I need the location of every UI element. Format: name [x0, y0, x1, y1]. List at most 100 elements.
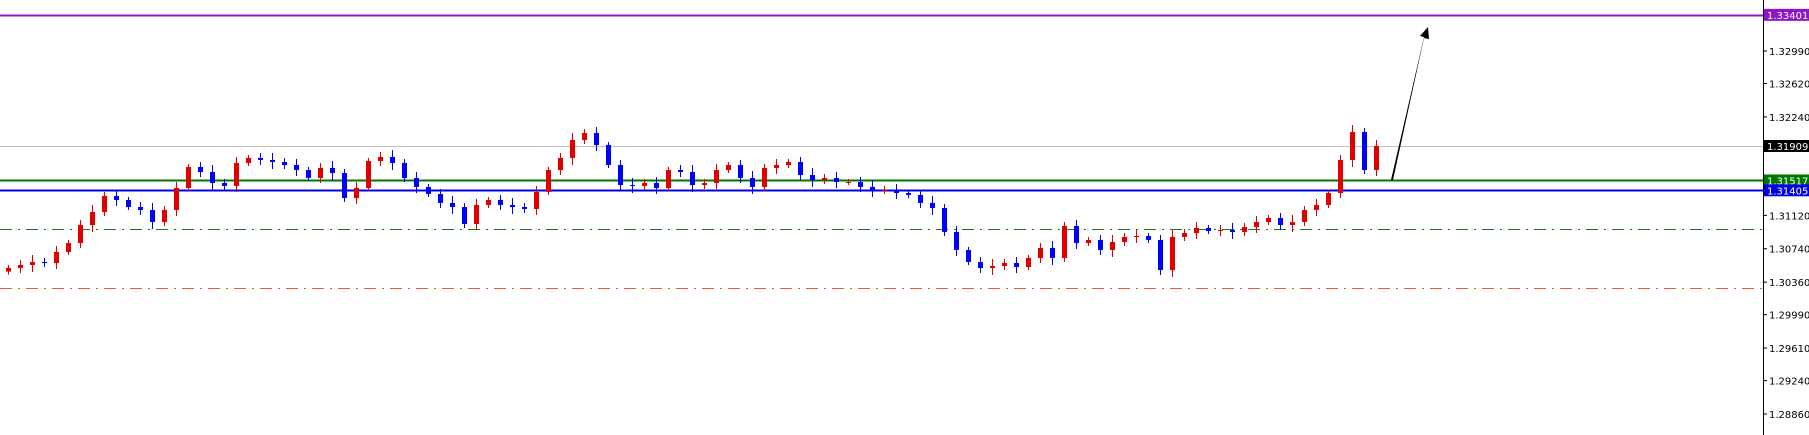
candle-body	[630, 185, 635, 187]
candle-body	[1374, 145, 1379, 170]
candle-body	[450, 202, 455, 207]
candle-body	[774, 164, 779, 168]
candle-body	[366, 161, 371, 189]
price-tag-label: 1.31909	[1767, 142, 1808, 153]
candle-body	[342, 172, 347, 199]
price-tag-2	[1764, 174, 1809, 187]
candle-body	[1254, 222, 1259, 228]
candle-body	[1194, 228, 1199, 234]
candle-body	[534, 191, 539, 210]
up-arrow-annotation[interactable]	[1391, 27, 1429, 180]
candle-body	[918, 194, 923, 203]
price-tag-1	[1764, 139, 1809, 152]
candle-body	[1146, 236, 1151, 240]
candle-body	[846, 182, 851, 184]
candle-body	[1302, 209, 1307, 223]
candle-body	[102, 196, 107, 213]
candle-body	[90, 212, 95, 226]
candle-body	[66, 243, 71, 252]
candle-body	[1278, 217, 1283, 226]
candle-body	[906, 193, 911, 195]
candle-body	[642, 183, 647, 186]
candle-body	[798, 161, 803, 176]
candle-body	[1026, 257, 1031, 268]
candle-body	[294, 164, 299, 170]
candle-body	[18, 265, 23, 268]
price-tag-3	[1764, 184, 1809, 197]
candle-body	[318, 167, 323, 178]
candle-body	[990, 265, 995, 268]
candle-body	[1134, 236, 1139, 238]
candle-body	[786, 161, 791, 165]
candle-body	[654, 183, 659, 189]
candle-body	[582, 132, 587, 141]
candle-body	[498, 199, 503, 205]
candle-body	[1050, 247, 1055, 258]
candle-body	[354, 188, 359, 199]
candle-body	[282, 161, 287, 165]
candle-body	[1110, 241, 1115, 250]
candle-body	[666, 169, 671, 189]
candle-body	[510, 204, 515, 207]
candle-body	[1170, 236, 1175, 271]
candle-body	[426, 186, 431, 194]
candle-body	[54, 251, 59, 263]
candle-body	[1182, 233, 1187, 237]
candle-body	[258, 157, 263, 160]
candle-body	[174, 188, 179, 210]
candle-body	[114, 196, 119, 200]
candle-body	[1266, 217, 1271, 223]
candle-body	[330, 167, 335, 173]
y-tick-label: 1.29240	[1769, 377, 1809, 388]
candle-body	[126, 199, 131, 207]
candle-body	[150, 209, 155, 223]
candle-body	[834, 177, 839, 183]
candle-body	[966, 249, 971, 263]
price-tag-label: 1.31405	[1767, 186, 1808, 197]
y-tick-label: 1.29990	[1769, 311, 1809, 322]
candle-body	[306, 169, 311, 178]
candle-body	[222, 183, 227, 186]
price-tag-0	[1764, 8, 1809, 21]
candle-body	[822, 177, 827, 181]
candle-body	[1206, 228, 1211, 231]
candle-body	[1038, 247, 1043, 258]
candle-body	[1218, 230, 1223, 232]
y-tick-label: 1.29610	[1769, 344, 1809, 355]
candle-body	[750, 177, 755, 187]
candle-body	[678, 169, 683, 173]
candle-body	[690, 172, 695, 186]
candles	[6, 125, 1379, 278]
candle-body	[942, 207, 947, 232]
candle-body	[930, 202, 935, 208]
candle-body	[714, 169, 719, 184]
candle-body	[462, 206, 467, 224]
price-tag-label: 1.31517	[1767, 176, 1808, 187]
candle-body	[210, 172, 215, 184]
candle-body	[1158, 239, 1163, 271]
candle-body	[1074, 225, 1079, 244]
candle-body	[618, 164, 623, 186]
candle-body	[1098, 239, 1103, 250]
candle-body	[414, 177, 419, 187]
candle-body	[78, 225, 83, 244]
candle-body	[870, 186, 875, 191]
candle-body	[186, 167, 191, 189]
candle-body	[762, 167, 767, 187]
candle-body	[438, 193, 443, 203]
candle-body	[198, 167, 203, 173]
candle-body	[570, 140, 575, 158]
horizontal-levels	[0, 14, 1763, 289]
candle-body	[702, 183, 707, 186]
price-axis: 1.32990 1.32620 1.32240 1.31120 1.30740 1.303…	[1763, 47, 1809, 421]
candle-body	[474, 204, 479, 224]
candle-body	[978, 262, 983, 268]
candle-body	[1062, 225, 1067, 258]
candle-body	[1014, 262, 1019, 268]
candle-body	[1290, 222, 1295, 226]
y-tick-label: 1.30740	[1769, 245, 1809, 256]
candle-body	[606, 145, 611, 165]
candle-body	[1314, 204, 1319, 210]
